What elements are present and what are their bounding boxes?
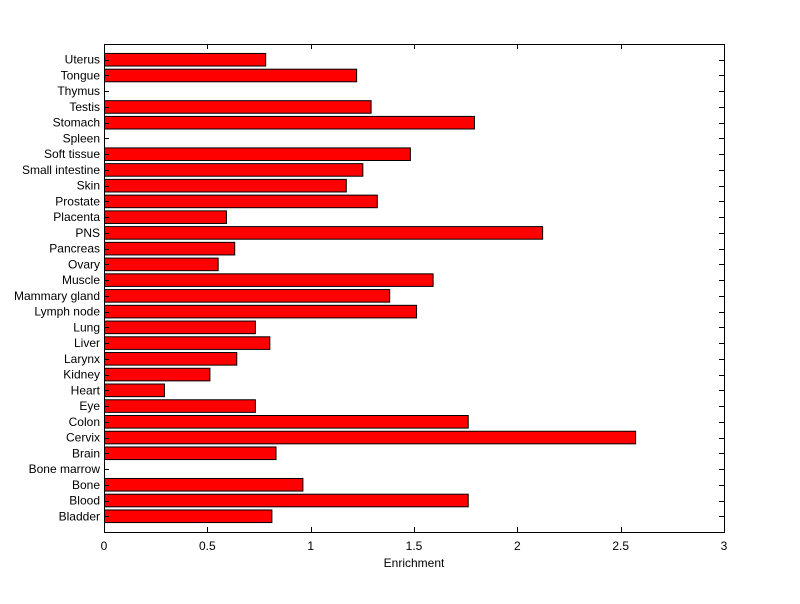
bar xyxy=(104,52,267,67)
bar xyxy=(104,257,219,272)
y-tick-label: Lymph node xyxy=(34,305,100,319)
y-tick-label: Bone xyxy=(72,478,100,492)
y-tick-label: Placenta xyxy=(53,210,100,224)
x-tick-label: 0 xyxy=(101,539,108,553)
x-tick-label: 1 xyxy=(307,539,314,553)
y-tick-label: Testis xyxy=(69,100,100,114)
bar xyxy=(104,147,411,161)
bar xyxy=(104,493,469,508)
bar xyxy=(104,289,391,303)
y-tick-label: Brain xyxy=(72,446,100,460)
y-tick-label: Pancreas xyxy=(49,242,100,256)
y-tick-label: Kidney xyxy=(63,368,100,382)
bar xyxy=(104,304,418,319)
y-tick-label: Liver xyxy=(74,336,100,350)
y-tick-label: Stomach xyxy=(53,116,100,130)
x-tick-label: 2.5 xyxy=(612,539,629,553)
bar xyxy=(104,477,304,492)
y-tick-label: Mammary gland xyxy=(14,289,100,303)
bar xyxy=(104,100,372,114)
y-tick-label: Lung xyxy=(73,320,100,334)
bar xyxy=(104,115,475,130)
y-tick-label: Uterus xyxy=(65,53,100,67)
y-tick-label: Muscle xyxy=(62,273,100,287)
y-tick-label: Heart xyxy=(71,383,101,397)
y-tick-label: Blood xyxy=(69,494,100,508)
y-tick-label: Prostate xyxy=(55,194,100,208)
bar xyxy=(104,415,469,429)
bar xyxy=(104,178,347,193)
y-tick-label: Small intestine xyxy=(22,163,100,177)
x-tick-labels: 0 0.5 1 1.5 2 2.5 3 xyxy=(101,539,728,553)
bar xyxy=(104,241,236,256)
bar xyxy=(104,446,277,461)
bar xyxy=(104,226,544,240)
x-tick-label: 2 xyxy=(514,539,521,553)
bar xyxy=(104,336,271,350)
bar xyxy=(104,194,378,209)
bar xyxy=(104,352,238,366)
bar xyxy=(104,68,358,83)
bar xyxy=(104,210,227,224)
bar xyxy=(104,367,211,382)
y-tick-label: Colon xyxy=(69,415,100,429)
bar xyxy=(104,320,256,335)
bar xyxy=(104,383,165,398)
plot-frame xyxy=(104,44,725,533)
y-tick-label: Tongue xyxy=(61,68,101,82)
y-tick-label: Bone marrow xyxy=(29,462,101,476)
y-tick-label: Skin xyxy=(77,179,100,193)
bar xyxy=(104,430,637,445)
bar xyxy=(104,163,364,177)
y-tick-label: Spleen xyxy=(63,131,100,145)
y-tick-label: Bladder xyxy=(59,509,100,523)
x-tick-label: 3 xyxy=(721,539,728,553)
y-tick-label: PNS xyxy=(75,226,100,240)
y-tick-label: Eye xyxy=(79,399,100,413)
y-tick-label: Ovary xyxy=(68,257,100,271)
bar xyxy=(104,273,434,287)
bar xyxy=(104,399,256,413)
x-axis-label: Enrichment xyxy=(384,556,445,570)
x-tick-label: 0.5 xyxy=(199,539,216,553)
bar xyxy=(104,509,273,524)
bars xyxy=(104,52,637,524)
y-tick-label: Larynx xyxy=(64,352,100,366)
x-tick-label: 1.5 xyxy=(406,539,423,553)
y-tick-label: Cervix xyxy=(66,431,100,445)
y-tick-label: Soft tissue xyxy=(44,147,100,161)
y-tick-label: Thymus xyxy=(57,84,100,98)
